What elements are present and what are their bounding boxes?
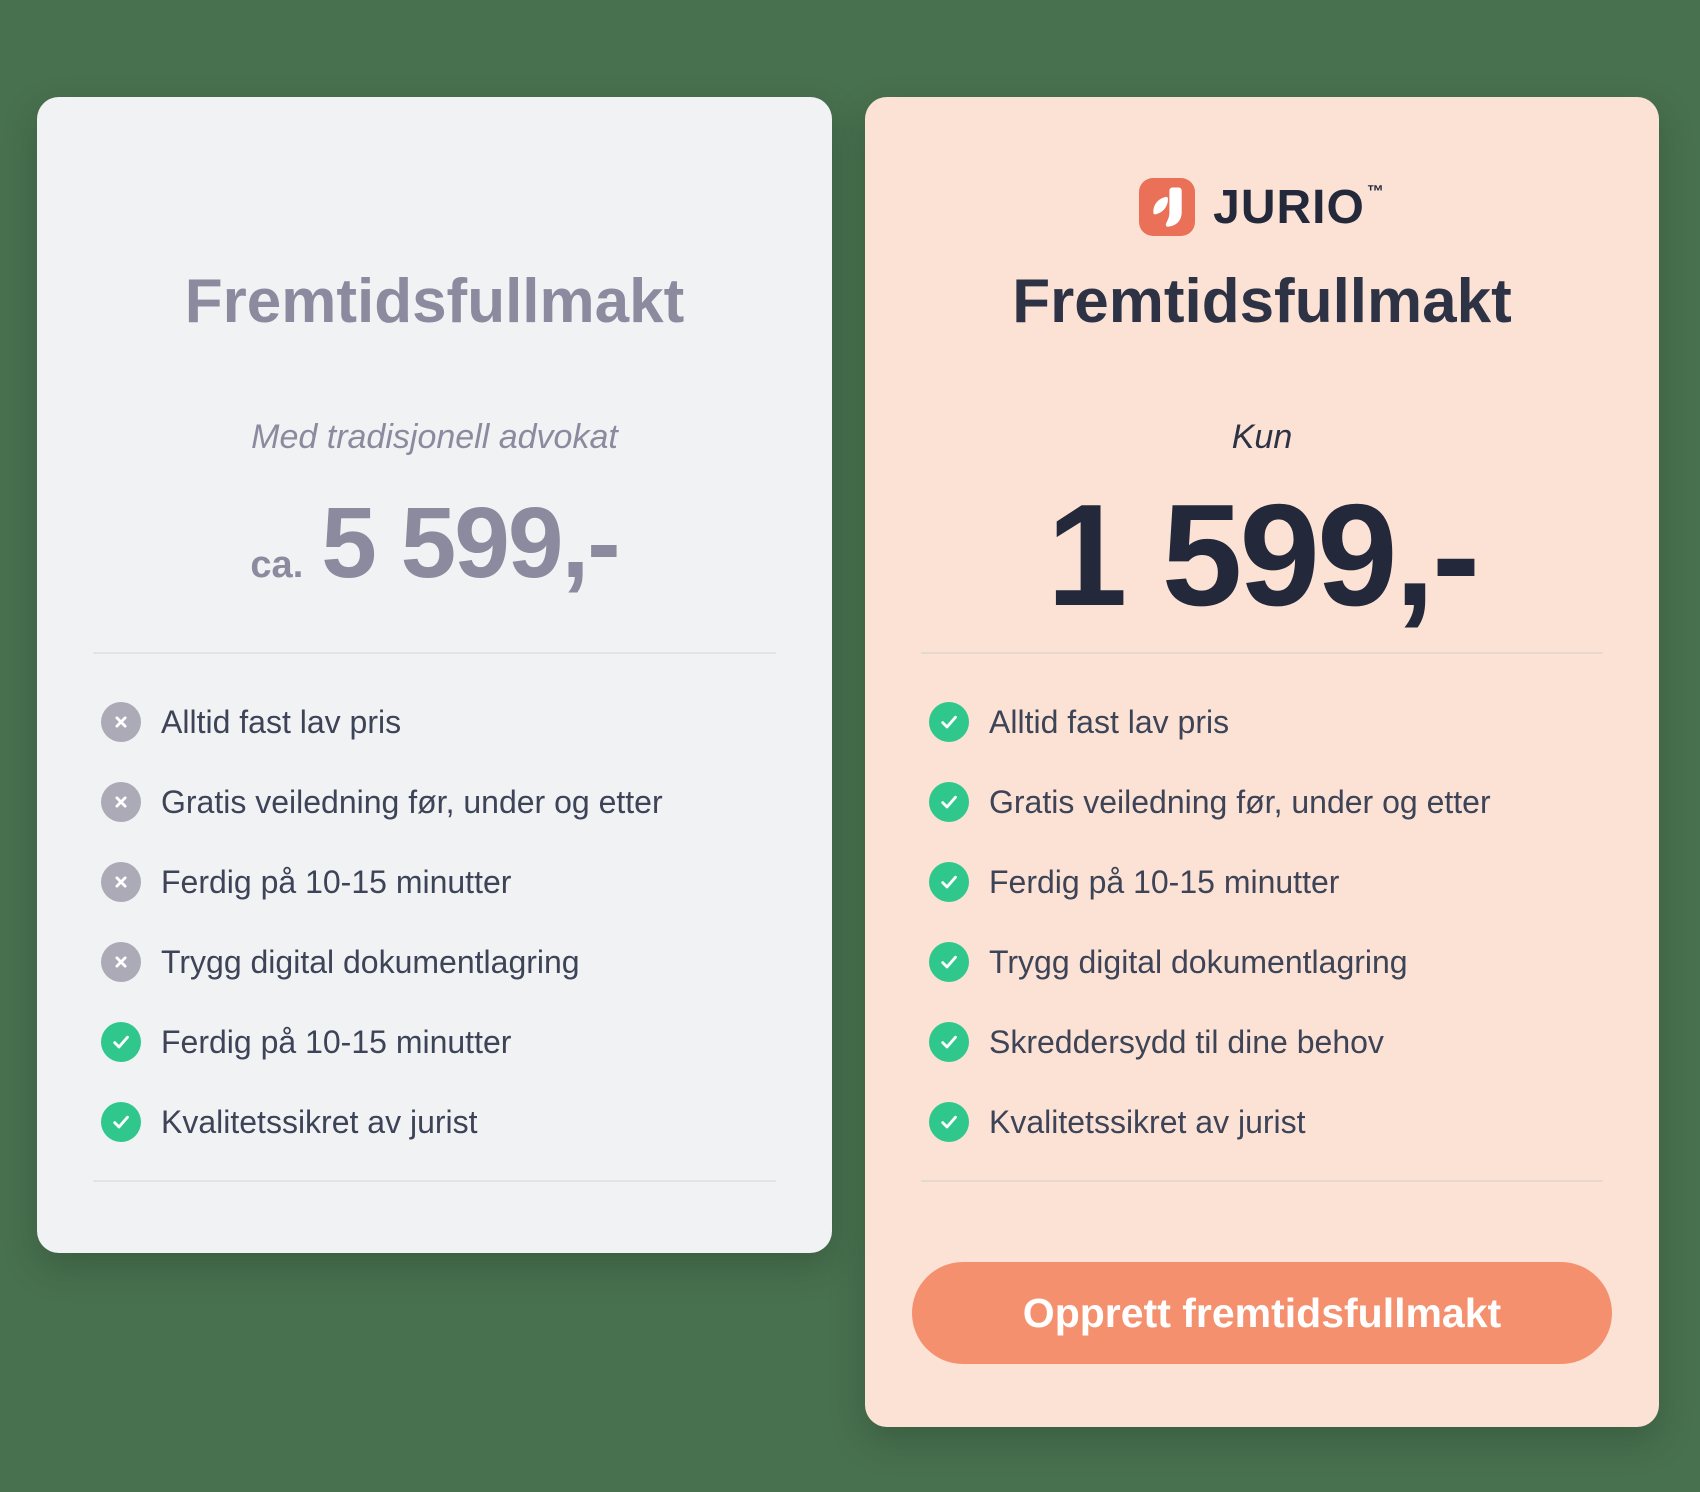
x-icon xyxy=(101,942,141,982)
feature-row: Skreddersydd til dine behov xyxy=(929,1002,1659,1082)
feature-label: Skreddersydd til dine behov xyxy=(989,1023,1384,1060)
price-value: 1 599,- xyxy=(1046,474,1480,636)
trademark-symbol: ™ xyxy=(1366,181,1385,201)
feature-row: Trygg digital dokumentlagring xyxy=(101,922,832,1002)
feature-label: Gratis veiledning før, under og etter xyxy=(161,783,663,820)
competitor-pricing-card: Fremtidsfullmakt Med tradisjonell advoka… xyxy=(37,97,832,1253)
x-icon xyxy=(101,702,141,742)
feature-label: Alltid fast lav pris xyxy=(989,703,1230,740)
feature-row: Kvalitetssikret av jurist xyxy=(101,1082,832,1162)
feature-list: Alltid fast lav pris Gratis veiledning fø… xyxy=(865,682,1659,1162)
price-label: Kun xyxy=(1231,418,1293,456)
price: 1 599,- xyxy=(865,472,1659,636)
divider xyxy=(921,652,1603,654)
feature-row: Trygg digital dokumentlagring xyxy=(929,922,1659,1002)
feature-row: Gratis veiledning før, under og etter xyxy=(929,762,1659,842)
check-icon xyxy=(929,1022,969,1062)
check-icon xyxy=(929,862,969,902)
feature-row: Alltid fast lav pris xyxy=(101,682,832,762)
x-icon xyxy=(101,782,141,822)
check-icon xyxy=(929,1102,969,1142)
feature-label: Trygg digital dokumentlagring xyxy=(989,943,1408,980)
card-subtitle: Med tradisjonell advokat xyxy=(251,418,618,456)
card-title: Fremtidsfullmakt xyxy=(1012,267,1512,336)
jurio-logo: JURIO ™ xyxy=(865,177,1659,237)
check-icon xyxy=(101,1102,141,1142)
feature-row: Ferdig på 10-15 minutter xyxy=(101,1002,832,1082)
feature-label: Gratis veiledning før, under og etter xyxy=(989,783,1491,820)
brand-name: JURIO xyxy=(1213,180,1365,234)
feature-row: Ferdig på 10-15 minutter xyxy=(101,842,832,922)
feature-row: Ferdig på 10-15 minutter xyxy=(929,842,1659,922)
divider xyxy=(921,1180,1603,1182)
feature-label: Kvalitetssikret av jurist xyxy=(989,1103,1306,1140)
price-value: 5 599,- xyxy=(321,487,620,599)
feature-row: Kvalitetssikret av jurist xyxy=(929,1082,1659,1162)
check-icon xyxy=(929,782,969,822)
price-prefix: ca. xyxy=(250,544,304,586)
x-icon xyxy=(101,862,141,902)
feature-row: Gratis veiledning før, under og etter xyxy=(101,762,832,842)
check-icon xyxy=(929,702,969,742)
feature-label: Trygg digital dokumentlagring xyxy=(161,943,580,980)
check-icon xyxy=(101,1022,141,1062)
jurio-pricing-card: JURIO ™ Fremtidsfullmakt Kun 1 599,- Allt… xyxy=(865,97,1659,1427)
check-icon xyxy=(929,942,969,982)
divider xyxy=(93,652,776,654)
feature-label: Ferdig på 10-15 minutter xyxy=(161,863,512,900)
card-title: Fremtidsfullmakt xyxy=(184,267,685,336)
divider xyxy=(93,1180,776,1182)
feature-row: Alltid fast lav pris xyxy=(929,682,1659,762)
jurio-leaf-icon xyxy=(1139,178,1196,236)
feature-label: Ferdig på 10-15 minutter xyxy=(989,863,1340,900)
feature-label: Alltid fast lav pris xyxy=(161,703,402,740)
feature-label: Ferdig på 10-15 minutter xyxy=(161,1023,512,1060)
create-fremtidsfullmakt-button[interactable]: Opprett fremtidsfullmakt xyxy=(912,1262,1612,1364)
feature-label: Kvalitetssikret av jurist xyxy=(161,1103,478,1140)
feature-list: Alltid fast lav pris Gratis veiledning fø… xyxy=(37,682,832,1162)
brand-wordmark: JURIO ™ xyxy=(1213,180,1385,235)
price: ca. 5 599,- xyxy=(37,486,832,606)
